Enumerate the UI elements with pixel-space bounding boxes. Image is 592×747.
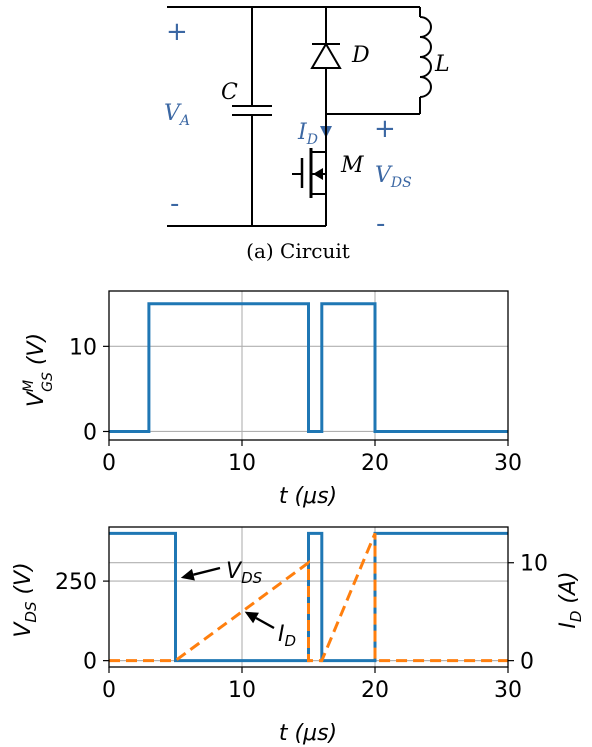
x-tick-label: 30 [494, 678, 522, 703]
vds-plus-sign: + [374, 114, 396, 144]
mosfet-label: M [340, 153, 364, 178]
x-tick-label: 10 [228, 451, 256, 476]
vgs-chart-ticks: 0 10 20 30 0 10 [69, 335, 522, 476]
x-tick-label: 0 [102, 678, 116, 703]
vds-id-chart-ylabel: VDS (V) [11, 562, 40, 637]
circuit-diagram: + - VA C D L M ID + - VDS (a) Circuit [164, 6, 450, 263]
vgs-chart: 0 10 20 30 0 10 t (μs) VM GS (V) [21, 290, 522, 509]
capacitor-label: C [221, 80, 238, 105]
x-tick-label: 20 [361, 678, 389, 703]
diode-triangle [310, 42, 342, 69]
id-series-line [109, 532, 508, 663]
vgs-chart-xlabel: t (μs) [279, 484, 337, 509]
vds-annotation: VDS [226, 559, 263, 587]
vgs-series-line [109, 302, 508, 433]
y-tick-label: 250 [55, 570, 97, 595]
vds-id-chart-series [109, 531, 508, 663]
vds-id-chart: 0 10 20 30 0 250 0 10 VDS ID t (μs) VDS (V) ID … [11, 526, 585, 746]
y-tick-label: 0 [83, 420, 97, 445]
y2-tick-label: 10 [520, 552, 548, 577]
diode-label: D [351, 43, 370, 68]
id-annotation: ID [278, 622, 296, 650]
x-tick-label: 10 [228, 678, 256, 703]
vgs-chart-series [109, 302, 508, 433]
circuit-caption: (a) Circuit [246, 239, 350, 263]
vds-label: VDS [375, 163, 412, 191]
inductor-label: L [434, 52, 450, 77]
vds-id-chart-frame [108, 526, 509, 668]
y-tick-label: 10 [69, 335, 97, 360]
inductor-coil [419, 16, 432, 98]
vds-minus-sign: - [376, 209, 385, 239]
vgs-chart-ylabel: VM GS (V) [21, 333, 56, 407]
annotation-arrow-shaft [255, 616, 275, 630]
vgs-chart-frame [108, 290, 509, 441]
vds-id-chart-ticks: 0 10 20 30 0 250 0 10 [55, 552, 548, 703]
annotation-arrow-head-icon [180, 568, 195, 581]
x-tick-label: 20 [361, 451, 389, 476]
vds-id-chart-xlabel: t (μs) [279, 721, 337, 746]
mosfet-body-arrow-icon [313, 168, 323, 180]
vds-annotation-arrow [180, 566, 221, 581]
y2-tick-label: 0 [520, 650, 534, 675]
id-annotation-arrow [244, 611, 275, 630]
va-minus-sign: - [170, 189, 179, 219]
x-tick-label: 0 [102, 451, 116, 476]
annotation-arrow-head-icon [244, 611, 259, 624]
vds-id-chart-ylabel-right: ID (A) [556, 571, 585, 628]
va-plus-sign: + [166, 17, 188, 47]
id-label: ID [297, 120, 318, 148]
annotation-arrow-shaft [193, 566, 221, 576]
va-label: VA [164, 101, 190, 129]
y-tick-label: 0 [83, 650, 97, 675]
x-tick-label: 30 [494, 451, 522, 476]
